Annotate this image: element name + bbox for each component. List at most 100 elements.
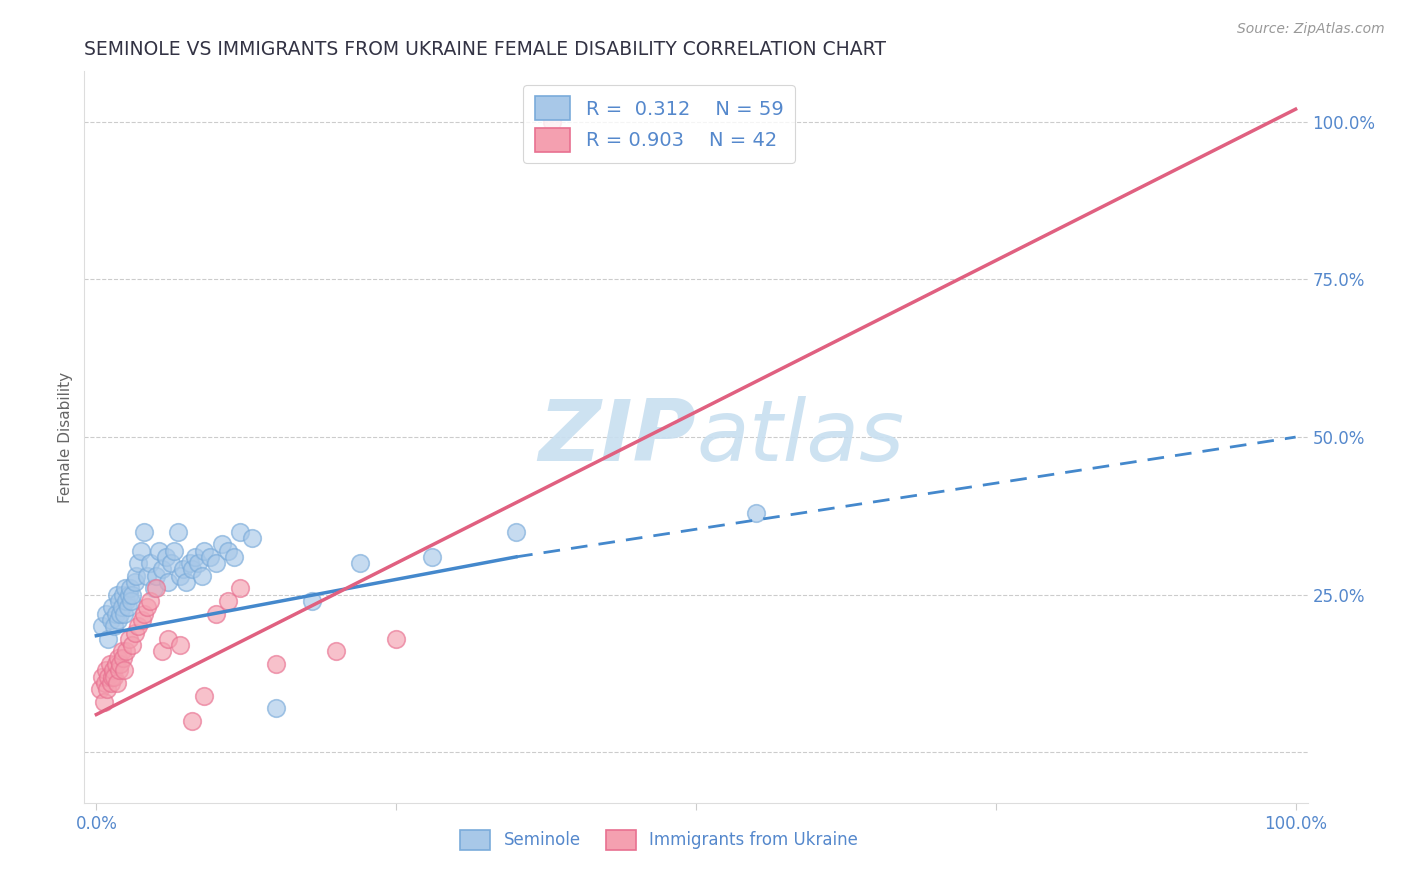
- Point: [127, 619, 149, 633]
- Point: [124, 575, 146, 590]
- Y-axis label: Female Disability: Female Disability: [58, 371, 73, 503]
- Point: [349, 556, 371, 570]
- Text: ZIP: ZIP: [538, 395, 696, 479]
- Point: [181, 562, 204, 576]
- Legend: Seminole, Immigrants from Ukraine: Seminole, Immigrants from Ukraine: [454, 823, 865, 856]
- Point: [100, 613, 122, 627]
- Point: [103, 670, 125, 684]
- Point: [183, 549, 205, 564]
- Text: atlas: atlas: [696, 395, 904, 479]
- Point: [172, 562, 194, 576]
- Point: [96, 682, 118, 697]
- Point: [150, 644, 173, 658]
- Point: [229, 582, 252, 596]
- Point: [120, 594, 142, 608]
- Point: [98, 657, 121, 671]
- Point: [118, 588, 141, 602]
- Point: [89, 682, 111, 697]
- Point: [169, 638, 191, 652]
- Point: [157, 632, 180, 646]
- Point: [108, 594, 131, 608]
- Point: [103, 619, 125, 633]
- Point: [205, 556, 228, 570]
- Point: [193, 543, 215, 558]
- Point: [145, 582, 167, 596]
- Point: [114, 582, 136, 596]
- Point: [97, 632, 120, 646]
- Point: [107, 613, 129, 627]
- Point: [117, 600, 139, 615]
- Point: [131, 613, 153, 627]
- Point: [224, 549, 246, 564]
- Point: [169, 569, 191, 583]
- Point: [139, 556, 162, 570]
- Point: [200, 549, 222, 564]
- Point: [240, 531, 263, 545]
- Point: [155, 549, 177, 564]
- Point: [187, 556, 209, 570]
- Point: [121, 588, 143, 602]
- Point: [108, 664, 131, 678]
- Point: [111, 650, 134, 665]
- Point: [124, 625, 146, 640]
- Point: [100, 676, 122, 690]
- Point: [94, 607, 117, 621]
- Point: [94, 664, 117, 678]
- Point: [112, 607, 135, 621]
- Point: [105, 676, 128, 690]
- Point: [193, 689, 215, 703]
- Point: [104, 657, 127, 671]
- Point: [229, 524, 252, 539]
- Point: [97, 670, 120, 684]
- Point: [91, 619, 114, 633]
- Point: [115, 594, 138, 608]
- Point: [505, 524, 527, 539]
- Text: Source: ZipAtlas.com: Source: ZipAtlas.com: [1237, 22, 1385, 37]
- Point: [121, 638, 143, 652]
- Point: [325, 644, 347, 658]
- Point: [107, 650, 129, 665]
- Point: [105, 588, 128, 602]
- Point: [301, 594, 323, 608]
- Point: [91, 670, 114, 684]
- Point: [217, 594, 239, 608]
- Point: [148, 543, 170, 558]
- Point: [157, 575, 180, 590]
- Point: [118, 632, 141, 646]
- Point: [110, 600, 132, 615]
- Point: [541, 115, 564, 129]
- Point: [93, 695, 115, 709]
- Point: [167, 524, 190, 539]
- Point: [110, 607, 132, 621]
- Point: [110, 657, 132, 671]
- Point: [181, 714, 204, 728]
- Point: [745, 506, 768, 520]
- Point: [101, 670, 124, 684]
- Point: [264, 701, 287, 715]
- Point: [163, 543, 186, 558]
- Point: [110, 644, 132, 658]
- Point: [93, 676, 117, 690]
- Point: [125, 569, 148, 583]
- Text: SEMINOLE VS IMMIGRANTS FROM UKRAINE FEMALE DISABILITY CORRELATION CHART: SEMINOLE VS IMMIGRANTS FROM UKRAINE FEMA…: [84, 39, 886, 59]
- Point: [150, 562, 173, 576]
- Point: [264, 657, 287, 671]
- Point: [205, 607, 228, 621]
- Point: [134, 524, 156, 539]
- Point: [385, 632, 408, 646]
- Point: [135, 600, 157, 615]
- Point: [118, 582, 141, 596]
- Point: [115, 644, 138, 658]
- Point: [101, 664, 124, 678]
- Point: [101, 600, 124, 615]
- Point: [129, 543, 152, 558]
- Point: [174, 575, 197, 590]
- Point: [112, 664, 135, 678]
- Point: [135, 569, 157, 583]
- Point: [191, 569, 214, 583]
- Point: [139, 594, 162, 608]
- Point: [104, 607, 127, 621]
- Point: [420, 549, 443, 564]
- Point: [217, 543, 239, 558]
- Point: [142, 582, 165, 596]
